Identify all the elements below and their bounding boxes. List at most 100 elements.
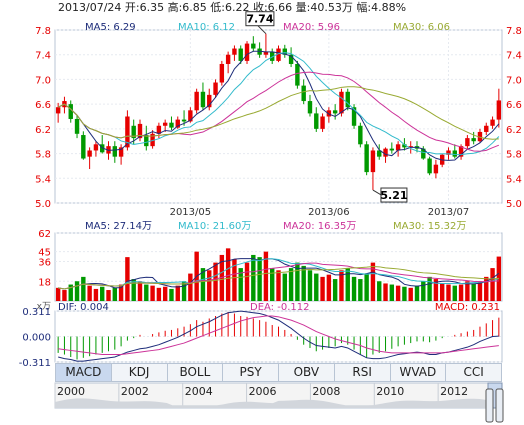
tab-kdj[interactable]: KDJ — [111, 363, 168, 382]
tab-boll[interactable]: BOLL — [167, 363, 224, 382]
tab-psy[interactable]: PSY — [223, 363, 279, 382]
candle-body — [389, 148, 395, 151]
volume-legend-4: MA30: 15.32万 — [393, 221, 466, 232]
macd-tick: 0.000 — [22, 333, 51, 344]
price-legend-4: MA30: 6.06 — [393, 22, 450, 33]
candle-body — [282, 48, 287, 55]
candle-body — [181, 119, 187, 122]
volume-bar — [276, 270, 281, 301]
price-tick-left: 7.0 — [35, 75, 51, 86]
candle-body — [81, 135, 86, 159]
tab-obv[interactable]: OBV — [279, 363, 335, 382]
vol-ma30-line — [58, 266, 499, 290]
volume-bar — [100, 286, 105, 301]
volume-bar — [188, 273, 193, 301]
candle-body — [150, 133, 155, 147]
candle-body — [169, 122, 174, 128]
candle-body — [87, 150, 92, 157]
candle-body — [395, 144, 401, 151]
candle-body — [244, 43, 250, 61]
candle-body — [358, 125, 363, 145]
timeline-year-label: 2010 — [376, 385, 404, 398]
volume-tick: 62 — [38, 229, 51, 240]
candle-body — [433, 164, 439, 174]
timeline-right-handle[interactable] — [495, 388, 504, 423]
volume-legend-3: MA20: 16.35万 — [283, 221, 356, 232]
candle-body — [55, 107, 61, 114]
volume-bar — [345, 268, 350, 301]
volume-bar — [55, 287, 61, 301]
volume-bar — [408, 287, 413, 301]
candle-body — [446, 150, 451, 155]
tab-macd[interactable]: MACD — [55, 363, 112, 382]
volume-bar — [484, 276, 489, 301]
volume-unit: x万 — [37, 302, 51, 312]
price-x-tick: 2013/06 — [308, 207, 350, 218]
candle-body — [465, 138, 470, 147]
price-tick-left: 5.8 — [35, 150, 51, 161]
candle-body — [496, 100, 502, 120]
price-tick-right: 7.4 — [506, 51, 522, 62]
volume-bar — [62, 290, 67, 301]
volume-bar — [81, 276, 86, 301]
candle-body — [232, 48, 237, 55]
volume-bar — [389, 284, 395, 301]
volume-bar — [137, 281, 143, 301]
candle-body — [74, 118, 80, 134]
volume-bar — [219, 254, 225, 301]
candle-body — [270, 51, 275, 61]
ma5-line — [57, 50, 500, 161]
candle-body — [477, 131, 483, 142]
tab-cci[interactable]: CCI — [446, 363, 502, 382]
candle-body — [219, 63, 225, 83]
candle-body — [112, 146, 118, 157]
volume-bar — [383, 283, 388, 301]
candle-body — [144, 135, 149, 147]
volume-bar — [364, 273, 369, 301]
volume-bar — [87, 285, 92, 301]
volume-bar — [471, 283, 476, 301]
vol-ma5-line — [58, 258, 500, 290]
volume-bar — [332, 279, 338, 301]
price-tick-left: 5.4 — [35, 174, 51, 185]
timeline-left-handle[interactable] — [485, 388, 494, 423]
volume-bar — [320, 276, 325, 301]
candle-body — [125, 116, 130, 148]
low-annotation-box — [380, 187, 408, 203]
macd-value-label: MACD: 0.231 — [435, 302, 500, 313]
volume-bar — [490, 268, 495, 301]
high-annotation-box — [245, 11, 275, 27]
header-quote: 2013/07/24 开:6.35 高:6.85 低:6.22 收:6.66 量… — [58, 0, 406, 14]
candle-body — [288, 54, 294, 64]
timeline-year-label: 2012 — [440, 385, 468, 398]
volume-bar — [213, 262, 218, 301]
candle-body — [370, 150, 376, 173]
ma10-line — [57, 52, 500, 156]
macd-dif-line — [58, 310, 499, 362]
candle-body — [471, 138, 476, 142]
volume-bar — [74, 281, 80, 301]
candle-body — [238, 48, 243, 61]
candle-body — [383, 148, 388, 157]
candle-body — [200, 91, 206, 108]
volume-bar — [295, 262, 300, 301]
volume-bar — [156, 287, 162, 301]
tab-rsi[interactable]: RSI — [334, 363, 391, 382]
price-x-tick: 2013/05 — [170, 207, 212, 218]
candle-body — [276, 48, 281, 61]
volume-bar — [93, 288, 99, 301]
volume-bar — [458, 284, 464, 301]
volume-tick: 18 — [38, 277, 51, 288]
candle-body — [351, 107, 357, 126]
volume-bar — [307, 270, 313, 301]
candle-body — [131, 125, 136, 139]
volume-bar — [257, 257, 262, 301]
volume-bar — [150, 285, 155, 301]
price-tick-right: 6.6 — [506, 100, 522, 111]
ma30-line — [57, 86, 499, 140]
volume-bar — [225, 248, 231, 301]
price-legend-2: MA10: 6.12 — [178, 22, 235, 33]
tab-wvad[interactable]: WVAD — [390, 363, 447, 382]
